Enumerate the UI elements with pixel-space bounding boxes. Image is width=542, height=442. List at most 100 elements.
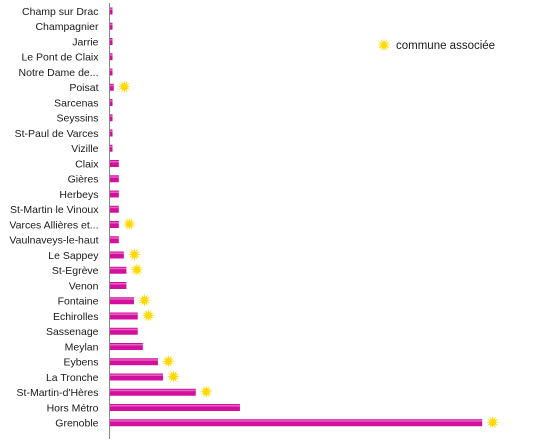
bar-highlight	[110, 267, 127, 270]
category-label: St-Egrève	[52, 265, 99, 277]
category-label: St-Martin le Vinoux	[10, 204, 99, 216]
category-label: Echirolles	[53, 311, 99, 323]
bar	[110, 251, 124, 259]
category-label: La Tronche	[46, 372, 99, 384]
legend-label: commune associée	[396, 40, 495, 52]
category-label: Meylan	[65, 341, 99, 353]
sun-icon	[127, 248, 141, 261]
bar-highlight	[110, 69, 113, 71]
bar-highlight	[110, 420, 483, 422]
bar	[110, 22, 113, 30]
bar	[110, 358, 158, 366]
category-label: St-Paul de Varces	[15, 128, 99, 140]
sun-icon	[117, 80, 131, 94]
legend: commune associée	[377, 38, 495, 52]
category-label: Le Sappey	[48, 250, 99, 262]
bar	[110, 68, 113, 76]
bar-highlight	[110, 344, 143, 346]
bar-highlight	[110, 252, 124, 254]
bar-highlight	[110, 206, 119, 209]
bar	[110, 312, 138, 320]
bar	[110, 404, 240, 411]
bar	[110, 388, 196, 396]
bar-highlight	[110, 39, 113, 41]
bar	[110, 160, 119, 167]
bar	[110, 99, 113, 106]
sun-icon	[130, 263, 144, 277]
bar-highlight	[110, 374, 163, 376]
category-label: Notre Dame de...	[19, 67, 99, 79]
category-label: Herbeys	[59, 189, 98, 201]
sun-icon	[122, 217, 136, 231]
category-label: Gières	[68, 174, 99, 186]
category-label: Sassenage	[46, 326, 99, 338]
category-label: Sarcenas	[54, 97, 98, 109]
bar-highlight	[110, 115, 113, 117]
bar	[110, 327, 138, 335]
category-labels: Champ sur Drac Champagnier Jarrie Le Pont d…	[9, 6, 99, 430]
bar	[110, 53, 113, 61]
category-label: Grenoble	[55, 418, 98, 430]
bar	[110, 236, 119, 244]
bar-highlight	[110, 222, 119, 224]
bar-highlight	[110, 176, 119, 178]
bar	[110, 297, 134, 305]
bar-highlight	[110, 237, 119, 239]
bar	[110, 343, 143, 350]
bar-highlight	[110, 359, 158, 361]
bar-highlight	[110, 328, 138, 331]
sun-icon	[137, 293, 151, 307]
bar	[110, 266, 127, 274]
bar-highlight	[110, 54, 113, 56]
bar-highlight	[110, 313, 138, 315]
sun-icon	[377, 38, 391, 52]
category-label: Hors Métro	[47, 402, 99, 414]
bar	[110, 190, 119, 198]
category-label: Vizille	[71, 143, 98, 155]
bar	[110, 282, 127, 289]
bar	[110, 419, 483, 427]
bar-highlight	[110, 283, 127, 285]
category-label: Eybens	[63, 357, 98, 369]
bar	[110, 38, 113, 45]
bar-highlight	[110, 8, 113, 10]
category-label: Varces Allières et...	[9, 219, 98, 231]
bar-highlight	[110, 145, 113, 148]
bar	[110, 205, 119, 213]
category-label: Seyssins	[56, 113, 98, 125]
bar-highlight	[110, 100, 113, 102]
category-label: Jarrie	[72, 36, 98, 48]
category-label: Champ sur Drac	[22, 6, 98, 18]
bar-highlight	[110, 23, 113, 26]
bar-highlight	[110, 191, 119, 193]
bar	[110, 175, 119, 183]
sun-icon	[166, 370, 180, 383]
bar-highlight	[110, 161, 119, 163]
bar	[110, 373, 163, 381]
bars	[110, 7, 483, 427]
category-label: Vaulnaveys-le-haut	[9, 235, 98, 247]
sun-icon	[199, 385, 213, 399]
bar	[110, 114, 113, 122]
category-label: Champagnier	[35, 21, 99, 33]
associated-markers	[117, 80, 500, 429]
bar-highlight	[110, 405, 240, 407]
bar-highlight	[110, 389, 196, 392]
category-label: Claix	[75, 158, 99, 170]
category-label: Poisat	[69, 82, 98, 94]
bar	[110, 221, 119, 228]
bar	[110, 7, 113, 15]
category-label: Venon	[69, 280, 99, 292]
bar-highlight	[110, 298, 134, 300]
bar	[110, 129, 113, 137]
bar	[110, 144, 113, 152]
bar-highlight	[110, 130, 113, 132]
category-label: Fontaine	[58, 296, 99, 308]
category-label: Le Pont de Claix	[21, 52, 99, 64]
bar-highlight	[110, 84, 114, 87]
sun-icon	[141, 309, 155, 322]
category-label: St-Martin-d'Hères	[17, 387, 99, 399]
bar	[110, 83, 114, 91]
sun-icon	[161, 354, 175, 368]
